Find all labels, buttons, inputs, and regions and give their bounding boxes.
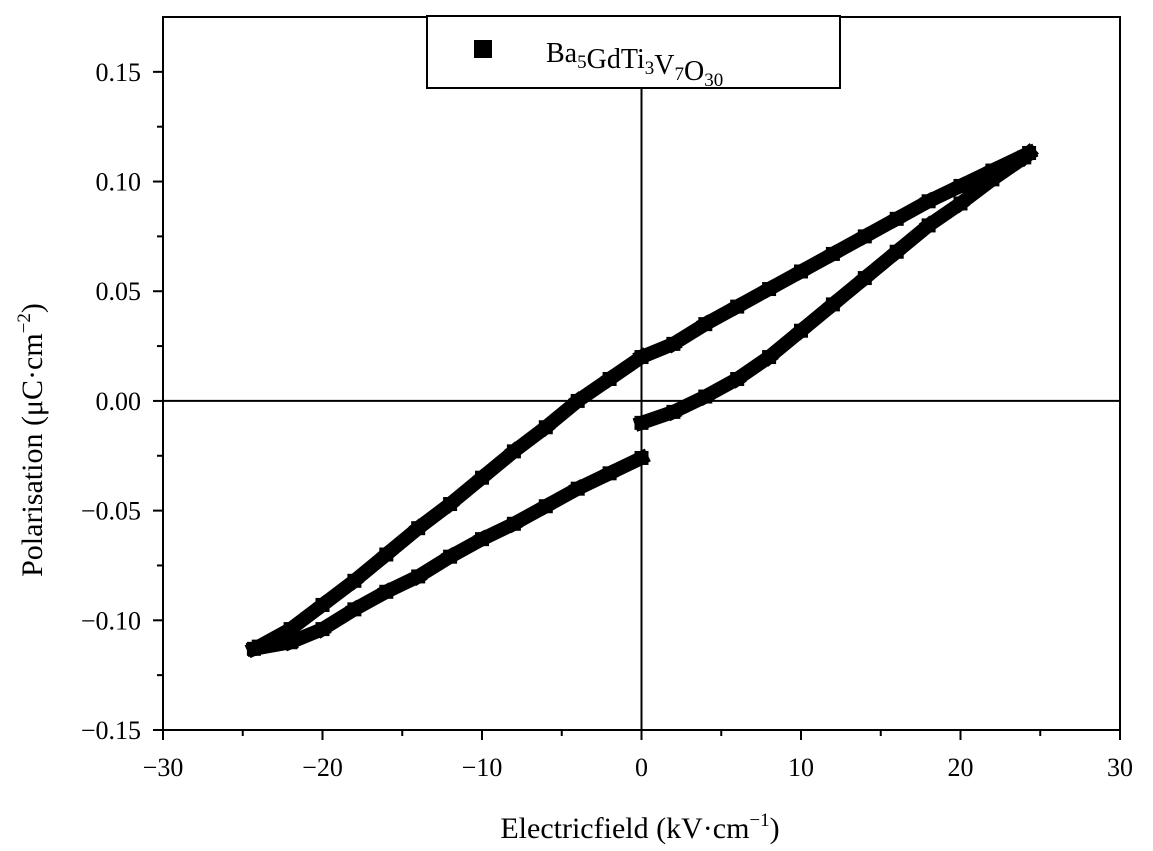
x-tick-label: 30 (1107, 753, 1133, 782)
data-point (475, 532, 489, 547)
x-axis-title-close: ) (770, 812, 780, 845)
legend-label-part: O (684, 56, 704, 87)
y-tick-label: −0.10 (81, 606, 141, 635)
data-point (475, 470, 489, 485)
data-point (538, 420, 553, 435)
data-point (953, 196, 968, 211)
ticks-layer: −30 −20 −10 0 10 20 30 −0.15 −0.10 −0.05 0.00 0.05 0… (81, 58, 1133, 782)
data-point (634, 450, 649, 465)
data-point (379, 584, 394, 599)
data-point (985, 163, 1000, 178)
data-point (921, 218, 936, 233)
legend-marker (474, 40, 492, 58)
legend-label-subscript: 3 (645, 58, 655, 79)
x-tick-label: 0 (635, 753, 648, 782)
y-tick-label: 0.05 (96, 277, 142, 306)
data-point (857, 271, 872, 286)
series-layer (244, 143, 1039, 659)
legend-label-subscript: 5 (577, 52, 587, 73)
legend-label-part: Ba (546, 38, 578, 69)
x-axis-title: Electricfield (kV·cm−1) (500, 810, 779, 845)
data-point (634, 415, 649, 430)
data-point (443, 497, 458, 512)
data-point (730, 299, 745, 314)
legend-box (426, 15, 841, 89)
legend-label-subscript: 30 (704, 70, 723, 91)
x-axis-title-main: Electricfield (kV·cm (500, 812, 749, 845)
data-point (602, 371, 617, 386)
legend-label-part: GdTi (587, 44, 645, 75)
data-point (538, 499, 553, 514)
y-tick-label: −0.05 (81, 497, 141, 526)
data-point (921, 194, 936, 209)
y-axis-title: Polarisation (μC·cm−2) (14, 303, 49, 577)
data-point (794, 323, 808, 338)
data-point (443, 549, 458, 564)
data-point (698, 389, 713, 404)
data-point (347, 573, 362, 588)
data-point (698, 317, 713, 332)
data-point (570, 393, 585, 408)
data-point (506, 516, 521, 531)
data-point (762, 282, 777, 297)
legend-label: Ba5GdTi3V7O30 (546, 38, 723, 91)
data-point (634, 350, 649, 365)
x-axis-title-sup: −1 (749, 810, 769, 831)
data-point (825, 246, 840, 261)
data-point (283, 635, 298, 650)
data-point (730, 371, 745, 386)
x-tick-label: −10 (462, 753, 503, 782)
data-point (379, 547, 394, 562)
legend: Ba5GdTi3V7O30 (426, 15, 841, 91)
data-point (889, 211, 904, 226)
legend-label-subscript: 7 (674, 64, 684, 85)
data-point (1022, 146, 1037, 161)
data-point (283, 622, 298, 637)
data-point (411, 569, 426, 584)
x-tick-label: 10 (788, 753, 814, 782)
zero-lines (163, 88, 1120, 730)
y-axis-title-sup: −2 (14, 313, 35, 333)
legend-label-part: V (654, 50, 674, 81)
y-tick-label: 0.15 (96, 58, 142, 87)
x-tick-label: −30 (143, 753, 184, 782)
data-point (857, 229, 872, 244)
series-group (244, 143, 1039, 659)
data-point (315, 597, 330, 612)
data-point (506, 444, 521, 459)
y-tick-label: 0.10 (96, 168, 142, 197)
data-point (602, 466, 617, 481)
data-point (246, 641, 261, 656)
data-point (411, 521, 426, 536)
data-point (666, 404, 681, 419)
data-point (315, 622, 330, 637)
y-tick-label: 0.00 (96, 387, 142, 416)
x-tick-label: −20 (302, 753, 343, 782)
data-point (570, 481, 585, 496)
y-axis-title-main: Polarisation (μC·cm (16, 333, 49, 577)
data-point (347, 602, 362, 617)
y-axis-title-close: ) (16, 303, 49, 313)
x-tick-label: 20 (948, 753, 974, 782)
data-point (825, 297, 840, 312)
data-point (889, 244, 904, 259)
data-point (953, 178, 968, 193)
data-point (666, 336, 681, 351)
y-tick-label: −0.15 (81, 716, 141, 745)
data-point (794, 264, 808, 279)
data-point (762, 350, 777, 365)
